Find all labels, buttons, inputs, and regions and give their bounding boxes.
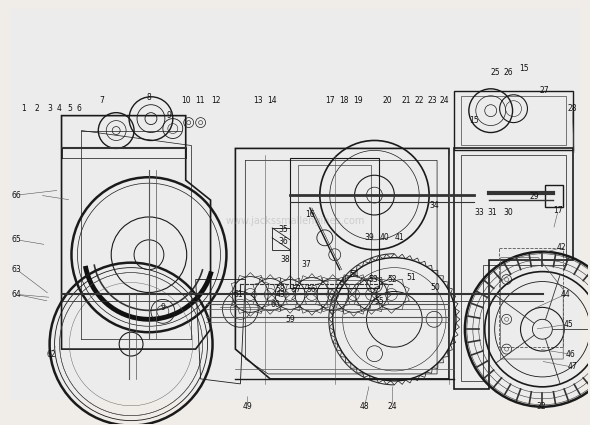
Text: 12: 12 (211, 96, 220, 105)
Text: 36: 36 (278, 237, 288, 246)
Text: 21: 21 (402, 96, 411, 105)
Text: 65: 65 (12, 235, 22, 244)
Text: 37: 37 (301, 260, 311, 269)
Text: 24: 24 (388, 402, 397, 411)
Text: 17: 17 (325, 96, 335, 105)
Text: 62: 62 (47, 350, 57, 359)
Text: 38: 38 (280, 255, 290, 264)
Text: 51: 51 (407, 273, 416, 282)
Text: 49: 49 (242, 402, 252, 411)
Text: 10: 10 (181, 96, 191, 105)
Text: 15: 15 (520, 65, 529, 74)
Text: 52: 52 (388, 275, 397, 284)
Text: 59: 59 (285, 315, 295, 324)
Text: 31: 31 (488, 207, 497, 216)
Text: 56: 56 (306, 285, 316, 294)
Text: 66: 66 (12, 191, 22, 200)
Text: 29: 29 (530, 192, 539, 201)
Text: 30: 30 (504, 207, 513, 216)
Text: 23: 23 (427, 96, 437, 105)
Text: 9: 9 (166, 111, 171, 120)
Text: 63: 63 (12, 265, 22, 274)
Text: 11: 11 (195, 96, 204, 105)
Text: 32: 32 (536, 402, 546, 411)
Text: 16: 16 (305, 210, 314, 219)
Text: 58: 58 (276, 285, 285, 294)
Text: 22: 22 (414, 96, 424, 105)
Text: 8: 8 (146, 93, 152, 102)
Text: 24: 24 (439, 96, 449, 105)
Text: 46: 46 (565, 350, 575, 359)
Text: 9: 9 (160, 303, 165, 312)
Bar (298, 165, 372, 280)
Text: 50: 50 (430, 283, 440, 292)
Text: 47: 47 (568, 363, 577, 371)
Text: 18: 18 (339, 96, 349, 105)
Bar (499, 248, 563, 347)
Text: 17: 17 (553, 206, 563, 215)
Bar (454, 91, 573, 150)
Text: 55: 55 (375, 297, 384, 306)
Text: 39: 39 (365, 233, 375, 242)
Text: 43: 43 (275, 290, 285, 299)
Text: 61: 61 (234, 290, 243, 299)
Text: 3: 3 (47, 104, 52, 113)
Text: 34: 34 (429, 201, 439, 210)
Text: 14: 14 (267, 96, 277, 105)
Text: 41: 41 (395, 233, 404, 242)
Text: 33: 33 (474, 207, 484, 216)
Text: 35: 35 (278, 225, 288, 234)
Text: 2: 2 (34, 104, 39, 113)
Text: 15: 15 (469, 116, 478, 125)
Bar (290, 159, 379, 287)
Text: 13: 13 (254, 96, 263, 105)
Text: 5: 5 (67, 104, 72, 113)
Text: 44: 44 (560, 290, 570, 299)
Text: 6: 6 (77, 104, 82, 113)
Text: 45: 45 (563, 320, 573, 329)
Text: 27: 27 (539, 86, 549, 95)
Text: 60: 60 (270, 300, 280, 309)
Text: 48: 48 (360, 402, 369, 411)
Text: 1: 1 (21, 104, 26, 113)
Text: 28: 28 (568, 104, 577, 113)
Text: 54: 54 (350, 270, 359, 279)
Bar (545, 185, 563, 207)
Bar (272, 228, 290, 250)
Text: 26: 26 (504, 68, 513, 77)
Text: 19: 19 (353, 96, 362, 105)
Bar (461, 96, 566, 145)
Text: 7: 7 (99, 96, 104, 105)
Text: 25: 25 (491, 68, 500, 77)
Text: 53: 53 (369, 275, 378, 284)
Text: 64: 64 (12, 290, 22, 299)
Text: 57: 57 (291, 285, 301, 294)
Text: 42: 42 (556, 243, 566, 252)
Text: 40: 40 (379, 233, 389, 242)
Text: 20: 20 (382, 96, 392, 105)
Text: 4: 4 (57, 104, 62, 113)
Text: www.jackssmallengines.com: www.jackssmallengines.com (225, 216, 365, 226)
